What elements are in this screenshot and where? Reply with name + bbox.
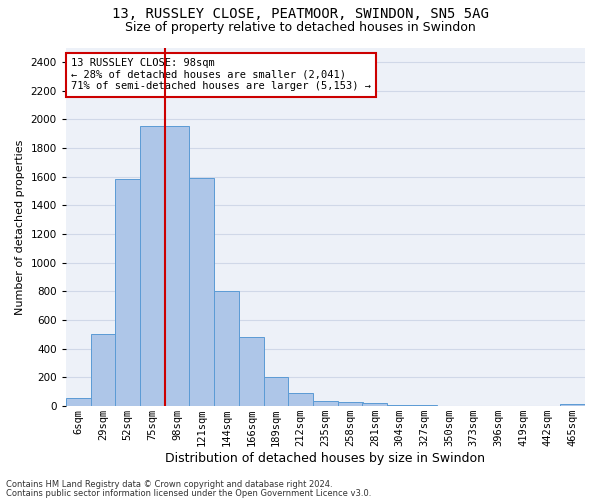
Bar (338, 402, 362, 406)
Bar (214, 292, 239, 406)
Bar (560, 404, 585, 406)
Y-axis label: Number of detached properties: Number of detached properties (15, 139, 25, 314)
Bar (239, 338, 263, 406)
Bar (165, 126, 190, 406)
Text: 13, RUSSLEY CLOSE, PEATMOOR, SWINDON, SN5 5AG: 13, RUSSLEY CLOSE, PEATMOOR, SWINDON, SN… (112, 8, 488, 22)
Bar (140, 126, 165, 406)
Bar (91, 334, 115, 406)
Bar (190, 178, 214, 406)
Bar (66, 398, 91, 406)
Text: 13 RUSSLEY CLOSE: 98sqm
← 28% of detached houses are smaller (2,041)
71% of semi: 13 RUSSLEY CLOSE: 98sqm ← 28% of detache… (71, 58, 371, 92)
X-axis label: Distribution of detached houses by size in Swindon: Distribution of detached houses by size … (166, 452, 485, 465)
Bar (115, 180, 140, 406)
Bar (263, 378, 289, 406)
Bar (362, 404, 387, 406)
Text: Contains public sector information licensed under the Open Government Licence v3: Contains public sector information licen… (6, 488, 371, 498)
Text: Contains HM Land Registry data © Crown copyright and database right 2024.: Contains HM Land Registry data © Crown c… (6, 480, 332, 489)
Bar (289, 394, 313, 406)
Bar (313, 401, 338, 406)
Text: Size of property relative to detached houses in Swindon: Size of property relative to detached ho… (125, 21, 475, 34)
